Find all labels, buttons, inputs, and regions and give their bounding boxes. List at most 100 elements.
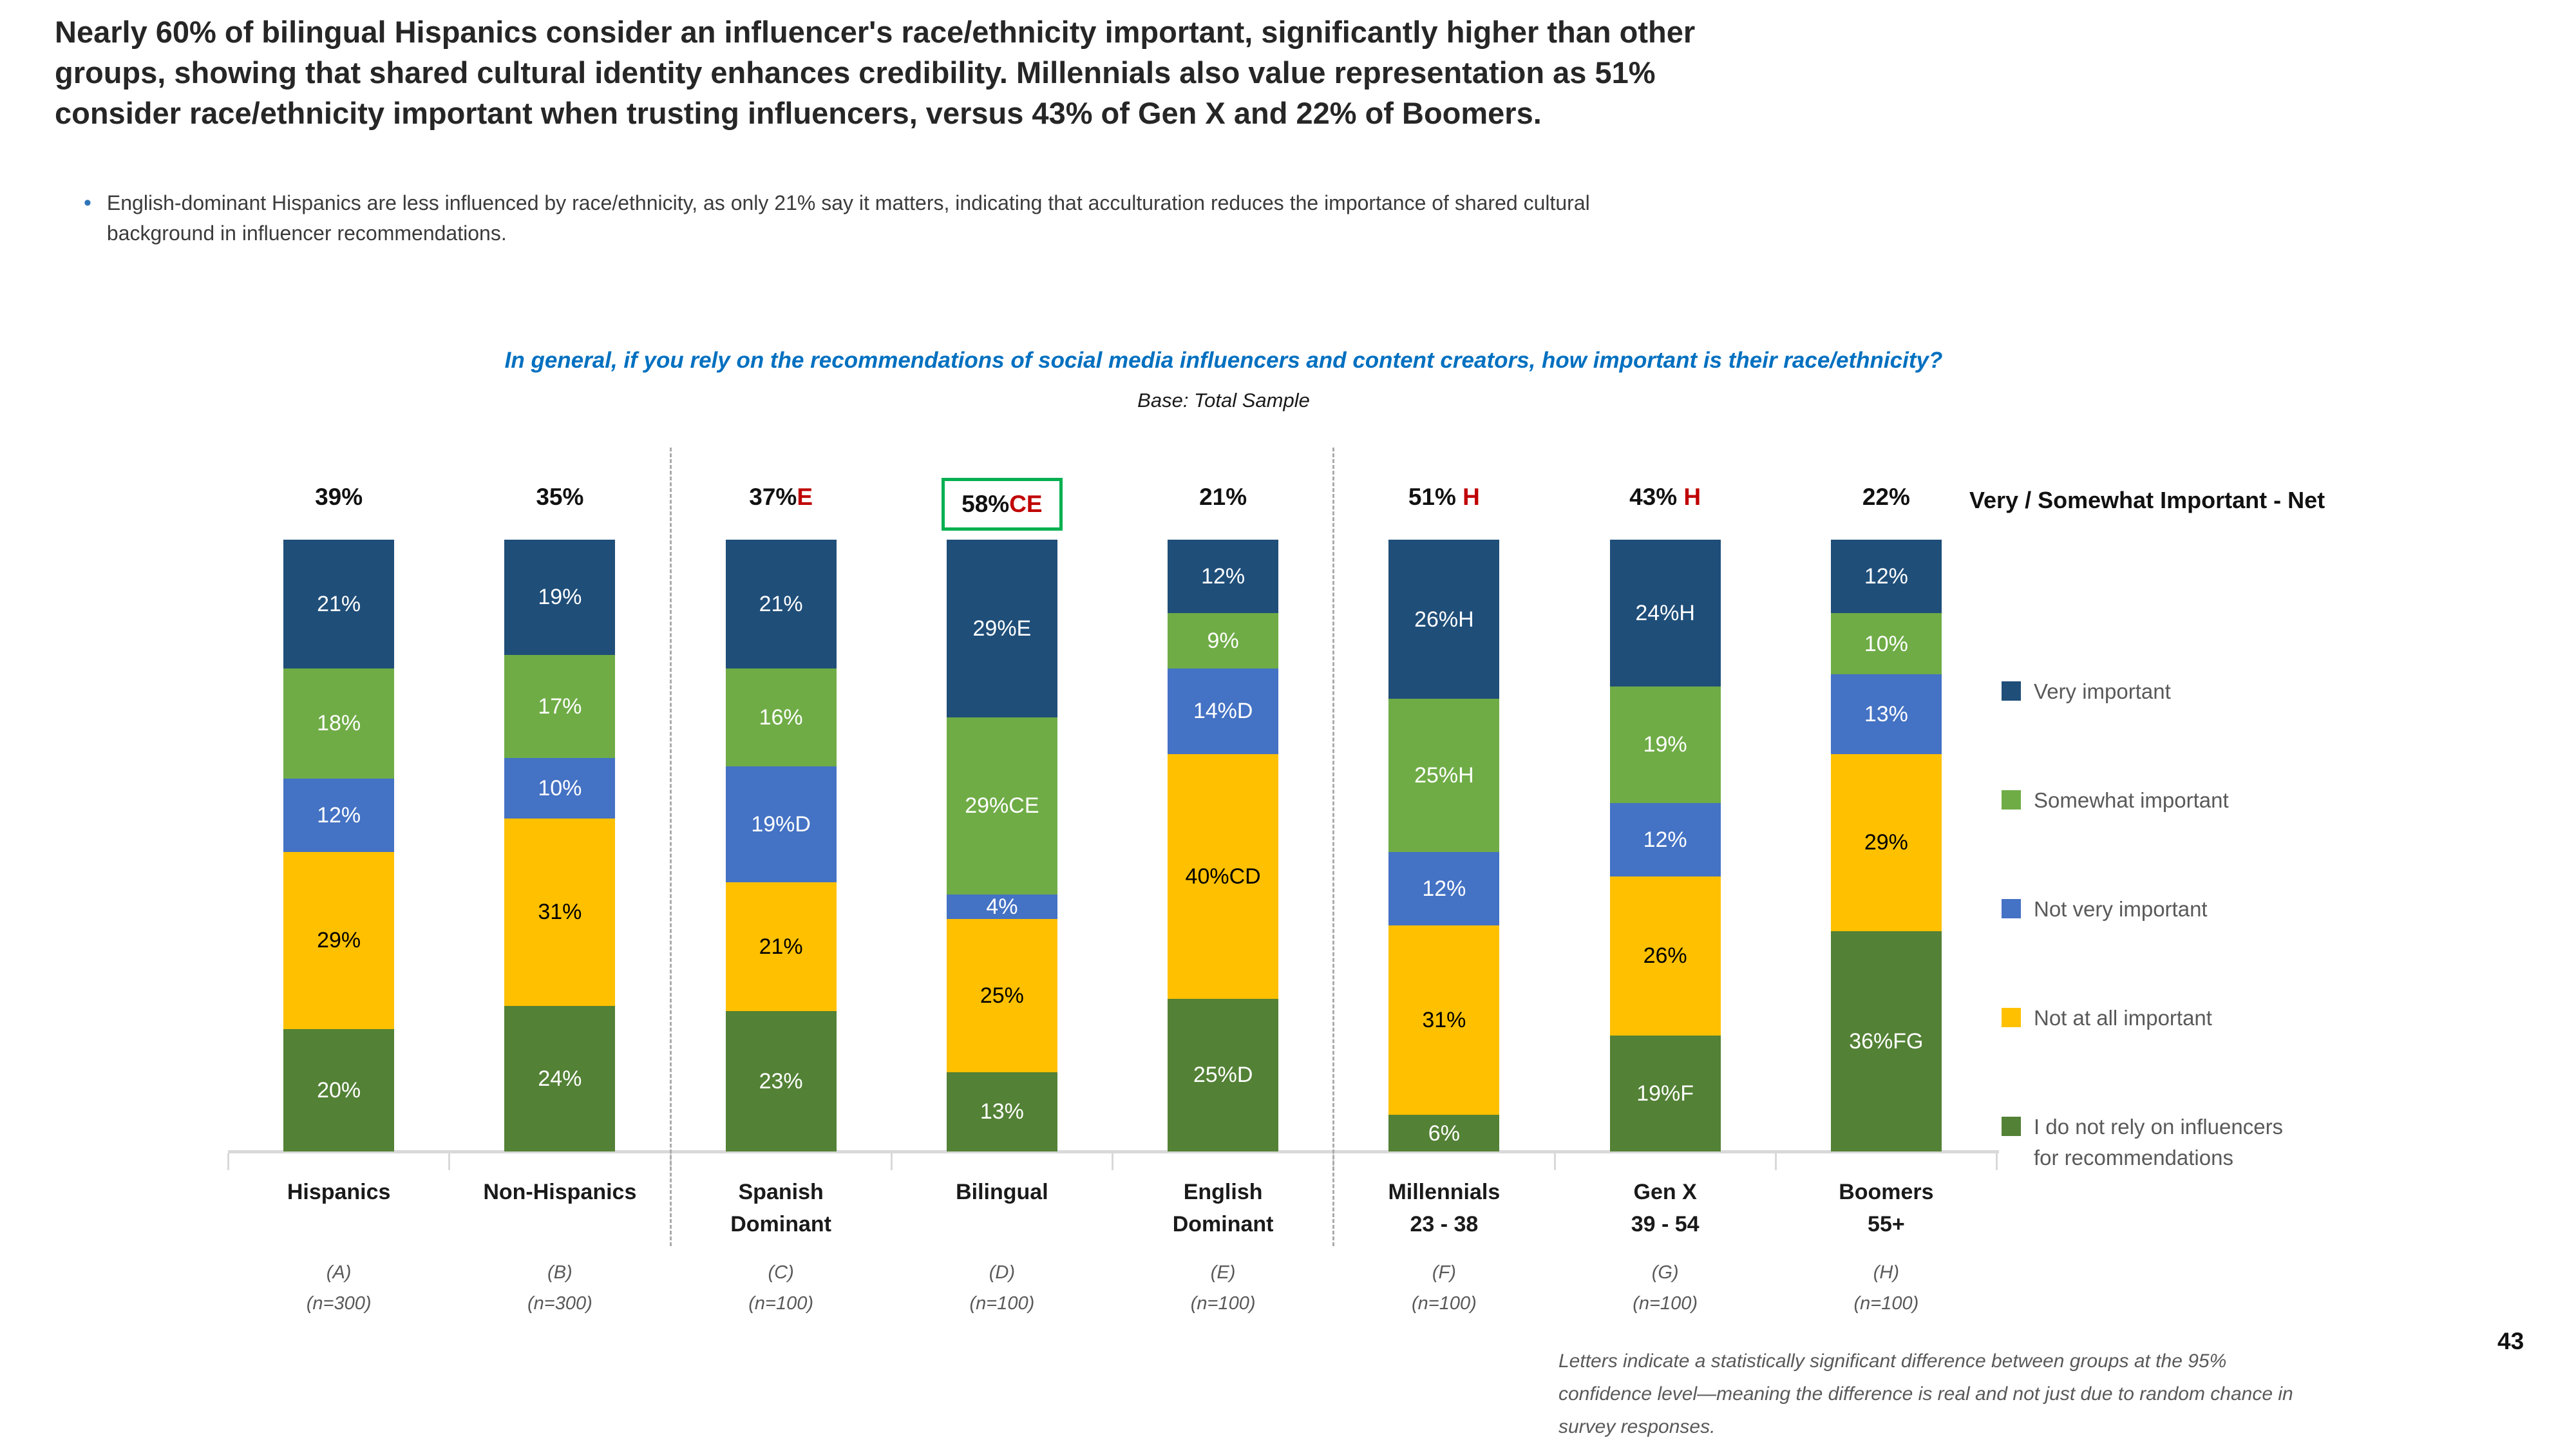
page-number: 43	[2497, 1328, 2524, 1354]
segment-value-label: 12%	[1643, 827, 1687, 852]
stacked-bar: 21% 18% 12% 29% 20%	[283, 540, 395, 1151]
bar-segment: 19%D	[725, 766, 837, 882]
bullet-item: • English-dominant Hispanics are less in…	[84, 188, 2415, 249]
significance-letter: H	[1455, 484, 1480, 510]
x-axis-line	[228, 1150, 1999, 1153]
segment-value-label: 24%H	[1635, 601, 1695, 625]
segment-value-label: 24%	[538, 1066, 582, 1092]
legend-swatch	[2002, 1008, 2021, 1027]
bar-segment: 31%	[504, 818, 616, 1007]
category-label: Non-Hispanics	[483, 1180, 637, 1204]
bar-segment: 21%	[725, 540, 837, 668]
segment-value-label: 9%	[1207, 628, 1239, 653]
category-sample-size: (n=100)	[748, 1293, 813, 1314]
category-sample-size: (n=300)	[527, 1293, 592, 1314]
bar-segment: 12%	[1388, 851, 1500, 925]
bar-segment: 12%	[1830, 540, 1942, 613]
bar-segment: 12%	[283, 778, 395, 852]
segment-value-label: 25%	[980, 983, 1024, 1008]
segment-value-label: 4%	[986, 895, 1018, 919]
bar-segment: 20%	[283, 1029, 395, 1151]
segment-value-label: 19%	[538, 585, 582, 610]
segment-value-label: 21%	[759, 934, 803, 959]
bar-segment: 12%	[1609, 802, 1721, 876]
segment-value-label: 20%	[317, 1078, 361, 1103]
segment-value-label: 29%	[1864, 830, 1908, 855]
chart-question: In general, if you rely on the recommend…	[504, 348, 1943, 373]
category-letter: (G)	[1651, 1262, 1679, 1283]
axis-tick	[1553, 1153, 1556, 1170]
category-label: Boomers 55+	[1839, 1180, 1934, 1236]
segment-value-label: 14%D	[1193, 699, 1253, 723]
bar-segment: 13%	[946, 1072, 1057, 1151]
category-sample-size: (n=100)	[1633, 1293, 1698, 1314]
segment-value-label: 10%	[538, 775, 582, 800]
significance-letter: H	[1677, 484, 1701, 510]
legend-swatch	[2002, 681, 2021, 701]
segment-value-label: 40%CD	[1185, 864, 1261, 889]
legend-label: I do not rely on influencers for recomme…	[2034, 1115, 2284, 1170]
legend-swatch	[2002, 899, 2021, 918]
bar-segment: 29%CE	[946, 717, 1057, 895]
category-sample-size: (n=100)	[1411, 1293, 1477, 1314]
segment-value-label: 21%	[759, 591, 803, 616]
segment-value-label: 25%D	[1193, 1063, 1253, 1088]
category-sample-size: (n=100)	[1853, 1293, 1919, 1314]
stacked-bar: 12% 10% 13% 29% 36%FG	[1830, 540, 1942, 1151]
legend-item: Not very important	[2002, 894, 2208, 925]
net-value-label: 22%	[1776, 478, 1996, 540]
bar-segment: 31%	[1388, 925, 1500, 1115]
chart-question-wrap: In general, if you rely on the recommend…	[32, 348, 2415, 374]
segment-value-label: 31%	[1422, 1007, 1466, 1032]
net-value-text: 39%	[315, 484, 363, 510]
category-label: Hispanics	[287, 1180, 391, 1204]
legend-label: Somewhat important	[2034, 788, 2229, 812]
bar-segment: 4%	[946, 895, 1057, 919]
segment-value-label: 12%	[317, 802, 361, 828]
segment-value-label: 10%	[1864, 631, 1908, 656]
bar-segment: 29%	[283, 851, 395, 1029]
segment-value-label: 31%	[538, 900, 582, 925]
legend-item: I do not rely on influencers for recomme…	[2002, 1112, 2283, 1173]
slide-headline: Nearly 60% of bilingual Hispanics consid…	[55, 15, 1696, 130]
footnote: Letters indicate a statistically signifi…	[1558, 1350, 2293, 1437]
bar-segment: 25%	[946, 919, 1057, 1072]
net-value-highlight-box: 58%CE	[942, 478, 1063, 531]
bar-segment: 25%H	[1388, 699, 1500, 852]
bar-segment: 29%	[1830, 753, 1942, 931]
category-letter: (C)	[768, 1262, 794, 1283]
stacked-bar: 21% 16% 19%D 21% 23%	[725, 540, 837, 1151]
net-value-text: 22%	[1862, 484, 1910, 510]
axis-tick	[1996, 1153, 1998, 1170]
segment-value-label: 13%	[980, 1099, 1024, 1124]
axis-tick	[1112, 1153, 1113, 1170]
bar-segment: 26%H	[1388, 540, 1500, 699]
net-value-label: 37%E	[670, 478, 891, 540]
net-axis-label: Very / Somewhat Important - Net	[1969, 487, 2325, 513]
significance-letter: E	[797, 484, 813, 510]
category-sample-size: (n=300)	[306, 1293, 372, 1314]
bar-segment: 19%	[1609, 687, 1721, 803]
category-sample-size: (n=100)	[969, 1293, 1035, 1314]
net-value-text: 37%E	[749, 484, 813, 510]
axis-tick	[227, 1153, 229, 1170]
legend-swatch	[2002, 790, 2021, 810]
bar-segment: 25%D	[1168, 998, 1279, 1151]
category-label: Millennials 23 - 38	[1388, 1180, 1501, 1236]
segment-value-label: 19%F	[1636, 1081, 1694, 1106]
bullet-text: English-dominant Hispanics are less infl…	[106, 191, 1590, 245]
segment-value-label: 12%	[1201, 564, 1245, 589]
bar-segment: 19%	[504, 540, 616, 655]
segment-value-label: 25%H	[1414, 762, 1474, 788]
legend-item: Very important	[2002, 676, 2171, 707]
segment-value-label: 21%	[317, 591, 361, 616]
segment-value-label: 16%	[759, 705, 803, 730]
legend-swatch	[2002, 1117, 2021, 1136]
bar-segment: 24%	[504, 1006, 616, 1151]
category-sample-size: (n=100)	[1190, 1293, 1256, 1314]
category-letter: (A)	[326, 1262, 352, 1283]
category-label: English Dominant	[1172, 1180, 1274, 1236]
stacked-bar: 29%E 29%CE 4% 25% 13%	[946, 540, 1057, 1151]
net-value-text: 43% H	[1629, 484, 1701, 510]
segment-value-label: 18%	[317, 711, 361, 735]
